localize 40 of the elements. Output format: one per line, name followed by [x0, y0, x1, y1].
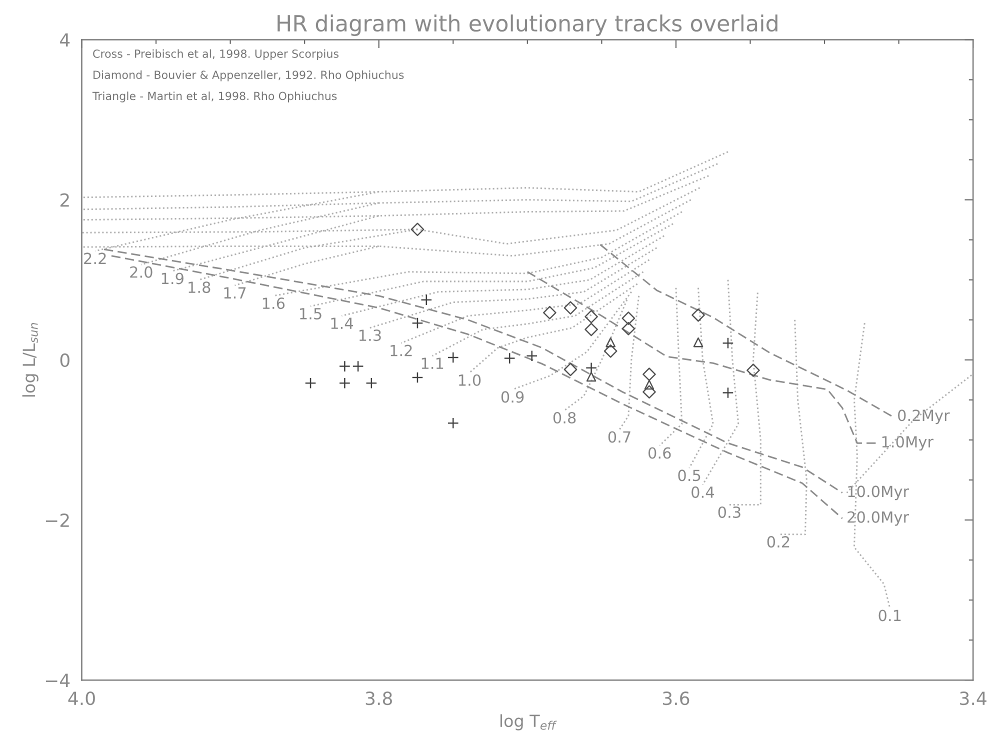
y-tick-label: 4	[60, 33, 70, 47]
series-label: 0.2Myr	[898, 410, 950, 424]
series-label: 1.8	[188, 282, 210, 294]
series-label: 0.2	[767, 536, 790, 548]
series-label: 0.4	[692, 486, 714, 498]
series-label: 1.9	[162, 272, 184, 284]
y-tick-label: 2	[60, 193, 69, 207]
series-label: 1.0Myr	[882, 436, 934, 451]
series-label: 1.6	[262, 298, 285, 310]
annotation: Triangle - Martin et al, 1998. Rho Ophiuchus	[92, 92, 337, 102]
x-tick-label: 3.8	[366, 692, 392, 706]
series-label: 0.9	[501, 391, 524, 403]
series-label: 1.7	[224, 287, 246, 298]
series-label: 0.5	[678, 470, 700, 482]
y-tick-label: 0	[60, 353, 70, 368]
series-label: 1.3	[359, 330, 381, 342]
series-label: 0.7	[608, 431, 630, 443]
annotation: Diamond - Bouvier & Appenzeller, 1992. Rho Ophiuchus	[94, 70, 404, 82]
series-label: 0.1	[878, 610, 901, 622]
y-tick-label: −2	[46, 513, 69, 527]
series-label: 1.2	[390, 344, 412, 356]
series-label: 1.1	[422, 358, 444, 369]
series-label: 1.5	[300, 308, 322, 320]
series-label: 1.4	[331, 318, 354, 329]
chart-title: HR diagram with evolutionary tracks overlaid	[278, 14, 778, 36]
series-label: 2.0	[130, 266, 152, 278]
series-label: 0.6	[648, 447, 671, 459]
y-axis-title: log L/L$_{sun}$	[22, 323, 38, 397]
series-label: 20.0Myr	[848, 511, 910, 526]
x-tick-label: 3.6	[662, 692, 690, 706]
annotation: Cross - Preibisch et al, 1998. Upper Scorpius	[93, 49, 338, 60]
series-label: 1.0	[459, 374, 481, 386]
x-axis-title: log T$_{eff}$	[500, 714, 557, 730]
series-label: 0.3	[718, 506, 740, 518]
series-label: 2.2	[84, 252, 106, 264]
x-tick-label: 3.4	[960, 692, 986, 706]
y-tick-label: −4	[46, 674, 70, 687]
x-tick-label: 4.0	[68, 692, 95, 706]
series-label: 0.8	[553, 412, 576, 424]
series-label: 10.0Myr	[848, 486, 910, 500]
